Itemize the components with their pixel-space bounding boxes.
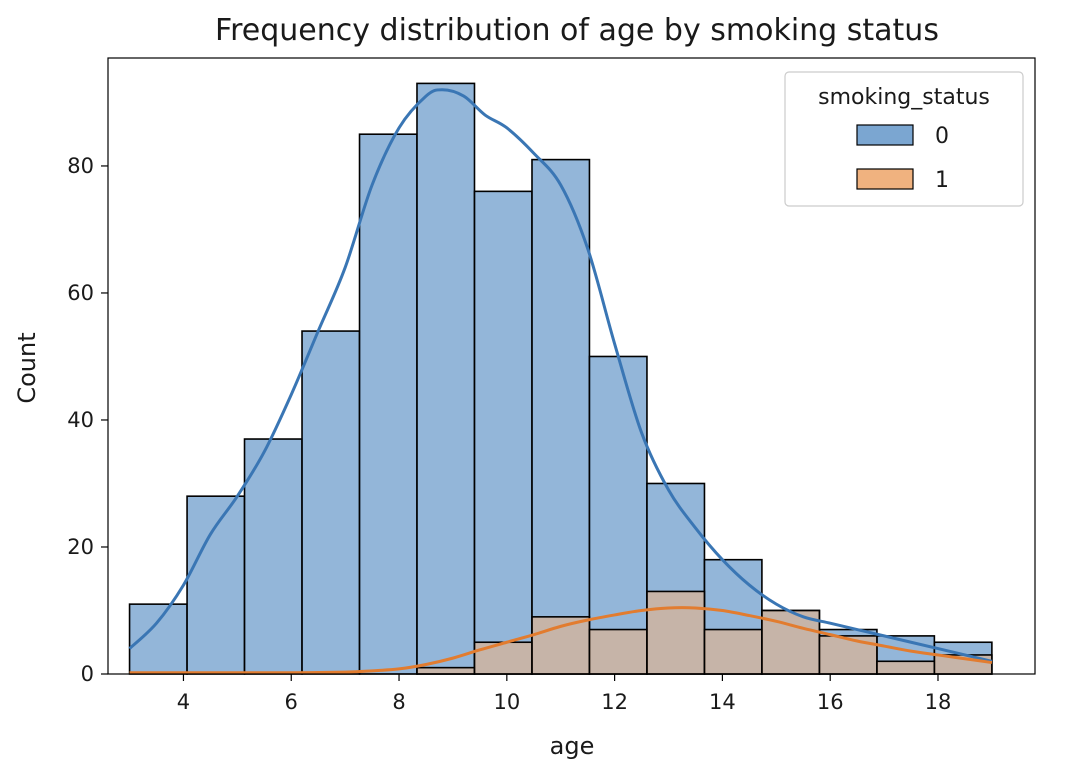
legend-label-1: 1 <box>935 168 949 193</box>
legend-swatch-1 <box>856 168 914 190</box>
x-tick-label: 4 <box>177 690 190 714</box>
y-tick-label: 20 <box>67 535 94 559</box>
bar-series-1-bin-12 <box>818 635 878 675</box>
x-tick-label: 18 <box>925 690 952 714</box>
bar-series-0-bin-7 <box>531 158 591 675</box>
series-0-bars <box>128 82 993 675</box>
bar-series-1-bin-13 <box>876 660 936 675</box>
y-axis-ticks: 0 20 40 60 80 <box>67 154 108 686</box>
bar-series-0-bin-5 <box>416 82 476 675</box>
bar-series-1-bin-8 <box>588 628 648 675</box>
legend: smoking_status 0 1 <box>784 71 1024 207</box>
y-axis-label: Count <box>13 332 41 403</box>
legend-title: smoking_status <box>818 85 990 110</box>
x-axis-ticks: 4 6 8 10 12 14 16 18 <box>177 674 952 714</box>
legend-label-0: 0 <box>935 124 949 149</box>
bar-series-0-bin-3 <box>301 330 361 675</box>
bar-series-0-bin-4 <box>358 133 418 675</box>
chart-title: Frequency distribution of age by smoking… <box>215 13 939 48</box>
bar-series-1-bin-5 <box>416 666 476 675</box>
bar-series-0-bin-1 <box>186 495 246 675</box>
legend-swatch-0 <box>856 124 914 146</box>
x-tick-label: 14 <box>709 690 736 714</box>
x-tick-label: 10 <box>493 690 520 714</box>
plot-frame <box>107 57 1036 675</box>
x-tick-label: 16 <box>817 690 844 714</box>
x-tick-label: 6 <box>285 690 298 714</box>
bar-series-0-bin-8 <box>588 355 648 675</box>
x-axis-label: age <box>550 732 595 760</box>
x-tick-label: 8 <box>392 690 405 714</box>
bar-series-0-bin-6 <box>473 190 533 675</box>
bar-series-1-bin-9 <box>646 590 706 675</box>
bar-series-1-bin-6 <box>473 641 533 675</box>
y-tick-label: 40 <box>67 408 94 432</box>
kde-line-series-1 <box>129 606 993 675</box>
bar-series-1-bin-10 <box>703 628 763 675</box>
kde-line-series-0 <box>128 88 993 663</box>
y-tick-label: 80 <box>67 154 94 178</box>
kde-curves <box>128 88 993 675</box>
x-tick-label: 12 <box>601 690 628 714</box>
y-tick-label: 0 <box>81 662 94 686</box>
y-tick-label: 60 <box>67 281 94 305</box>
bar-series-0-bin-2 <box>243 438 303 675</box>
